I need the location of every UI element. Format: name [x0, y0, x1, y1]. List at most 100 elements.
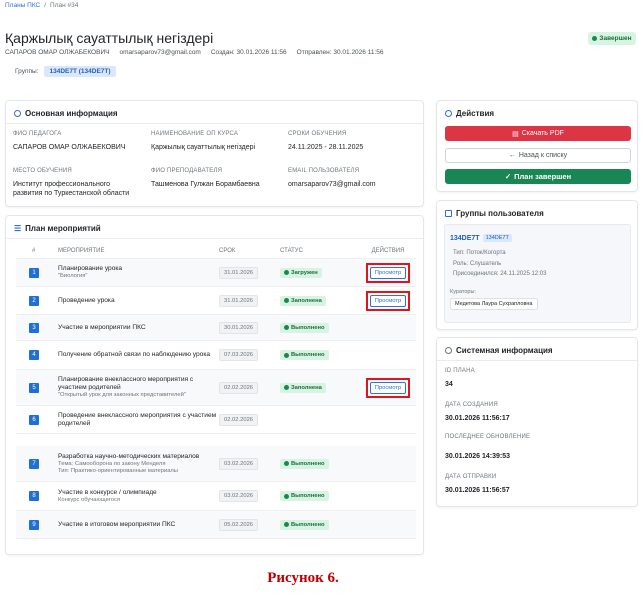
button-text: План завершен [514, 172, 572, 181]
plan-row: 5 Планирование внеклассного мероприятия с… [16, 370, 416, 406]
main-info-card: Основная информация ФИО ПЕДАГОГА САПАРОВ … [5, 100, 424, 207]
number-cell: 7 [16, 458, 58, 469]
group-type: Тип: Поток/Когорта [453, 250, 506, 256]
activity-detail: "Открытый урок для законных представител… [58, 392, 186, 398]
row-number: 4 [29, 350, 39, 360]
number-cell: 1 [16, 267, 58, 278]
table-header: # МЕРОПРИЯТИЕ СРОК СТАТУС ДЕЙСТВИЯ [16, 244, 416, 259]
activity-detail: "Биология" [58, 273, 88, 279]
back-button[interactable]: ← Назад к списку [445, 148, 631, 163]
column-header: # [32, 248, 36, 254]
date-badge: 31.01.2026 [219, 266, 259, 279]
status-text: Заполнена [291, 297, 322, 304]
status-text: Заполнена [291, 384, 322, 391]
divider [437, 360, 637, 361]
card-title: Действия [445, 109, 494, 118]
field-label: ФИО ПЕДАГОГА [13, 131, 62, 137]
date-badge: 31.01.2026 [219, 294, 259, 307]
date-badge: 30.01.2026 [219, 321, 259, 334]
status-badge: Выполнено [280, 519, 329, 530]
group-box: 134DE7T 134DE7T Тип: Поток/Когорта Роль: … [444, 224, 631, 323]
card-title: ☰ План мероприятий [14, 224, 101, 233]
date-badge: 07.03.2026 [219, 349, 259, 361]
field-value: 30.01.2026 14:39:53 [445, 453, 510, 460]
number-cell: 9 [16, 519, 58, 530]
plan-row: 9 Участие в итоговом мероприятии ПКС 05.02… [16, 511, 416, 539]
date-cell: 31.01.2026 [219, 266, 280, 279]
column-header: ДЕЙСТВИЯ [371, 248, 405, 254]
button-text: Скачать PDF [521, 130, 564, 137]
status-text: Выполнено [291, 324, 325, 331]
row-number: 6 [29, 414, 39, 425]
status-text: Выполнено [291, 460, 325, 467]
row-number: 1 [29, 267, 39, 278]
meta-item: САПАРОВ ОМАР ОЛЖАБЕКОВИЧ [5, 49, 110, 56]
card-title: Основная информация [14, 109, 118, 118]
status-badge: Выполнено [280, 350, 329, 360]
card-title: Группы пользователя [445, 209, 544, 218]
highlight-box: Просмотр [365, 377, 411, 398]
status-icon [284, 522, 289, 527]
activity-detail: Тип: Практико-ориентированные материалы [58, 467, 178, 474]
curator-chip: Медетова Лаура Сухрапловна [450, 298, 538, 310]
card-title-text: Действия [456, 109, 495, 118]
breadcrumb-link[interactable]: Планы ПКС [5, 2, 41, 9]
status-cell: Выполнено [280, 519, 360, 530]
curators-label: Кураторы: [450, 289, 476, 295]
date-badge: 05.02.2026 [219, 518, 259, 531]
status-icon [284, 325, 289, 330]
status-cell: Выполнено [280, 322, 360, 333]
activity-cell: Участие в итоговом мероприятии ПКС [58, 521, 219, 529]
field-value: Қаржылық сауаттылық негіздері [151, 144, 256, 151]
number-cell: 3 [16, 322, 58, 333]
done-button[interactable]: ✓ План завершен [445, 169, 631, 184]
view-button[interactable]: Просмотр [369, 266, 407, 279]
number-cell: 2 [16, 295, 58, 306]
row-number: 3 [29, 322, 39, 333]
group-name: 134DE7T [450, 234, 480, 242]
status-icon [284, 352, 289, 358]
status-icon [284, 298, 289, 303]
field-value: 34 [445, 381, 453, 388]
plan-row: 4 Получение обратной связи по наблюдению … [16, 341, 416, 370]
status-text: Выполнено [291, 352, 325, 358]
field-label: НАИМЕНОВАНИЕ ОП КУРСА [151, 131, 239, 137]
view-button[interactable]: Просмотр [369, 294, 407, 307]
divider [6, 123, 423, 124]
activity-cell: Проведение урока [58, 297, 219, 305]
figure-caption: Рисунок 6. [267, 570, 339, 586]
date-badge: 02.02.2026 [219, 413, 259, 426]
date-badge: 02.02.2026 [219, 381, 259, 394]
activity-cell: Разработка научно-методических материало… [58, 453, 219, 475]
divider [6, 238, 423, 239]
date-cell: 03.02.2026 [219, 490, 280, 502]
status-icon [284, 493, 289, 499]
field-value: omarsaparov73@gmail.com [288, 181, 376, 188]
row-number: 8 [29, 491, 39, 501]
group-chip: 134DE7T (134DE7T) [44, 66, 116, 77]
download-button[interactable]: ▤ Скачать PDF [445, 126, 631, 141]
card-title-text: План мероприятий [25, 224, 101, 233]
status-badge: Завершен [588, 32, 636, 45]
status-cell: Загружен [280, 267, 360, 278]
field-value: 30.01.2026 11:56:57 [445, 487, 510, 494]
plan-row: 8 Участие в конкурсе / олимпиаде Конкурс о… [16, 482, 416, 511]
status-cell: Заполнена [280, 295, 360, 306]
field-label: ДАТА ОТПРАВКИ [445, 474, 497, 480]
user-groups-card: Группы пользователя 134DE7T 134DE7T Тип: … [436, 200, 638, 330]
system-info-card: Системная информация ID ПЛАНА 34 ДАТА СОЗД… [436, 337, 638, 507]
view-button[interactable]: Просмотр [369, 381, 407, 394]
status-cell: Выполнено [280, 350, 360, 360]
status-text: Завершен [599, 35, 632, 42]
group-role: Роль: Слушатель [453, 261, 502, 267]
field-label: ID ПЛАНА [445, 368, 475, 374]
date-cell: 30.01.2026 [219, 321, 280, 334]
status-text: Выполнено [291, 493, 325, 499]
number-cell: 5 [16, 382, 58, 393]
button-text: Назад к списку [518, 152, 568, 159]
groups-line: Группы: 134DE7T (134DE7T) [5, 66, 116, 77]
status-badge: Заполнена [280, 382, 326, 393]
breadcrumb-current: План #34 [50, 2, 79, 9]
field-label: ПОСЛЕДНЕЕ ОБНОВЛЕНИЕ [445, 434, 531, 440]
card-title-text: Группы пользователя [456, 209, 544, 218]
